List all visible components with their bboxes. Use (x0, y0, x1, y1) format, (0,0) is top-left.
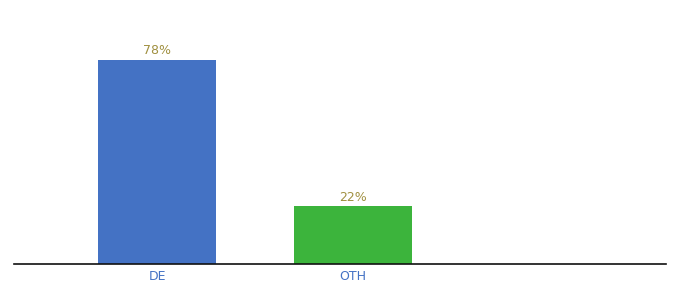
Bar (294, 206, 412, 264)
Text: 22%: 22% (339, 191, 367, 204)
Bar (99, 60, 216, 264)
Text: 78%: 78% (143, 44, 171, 58)
